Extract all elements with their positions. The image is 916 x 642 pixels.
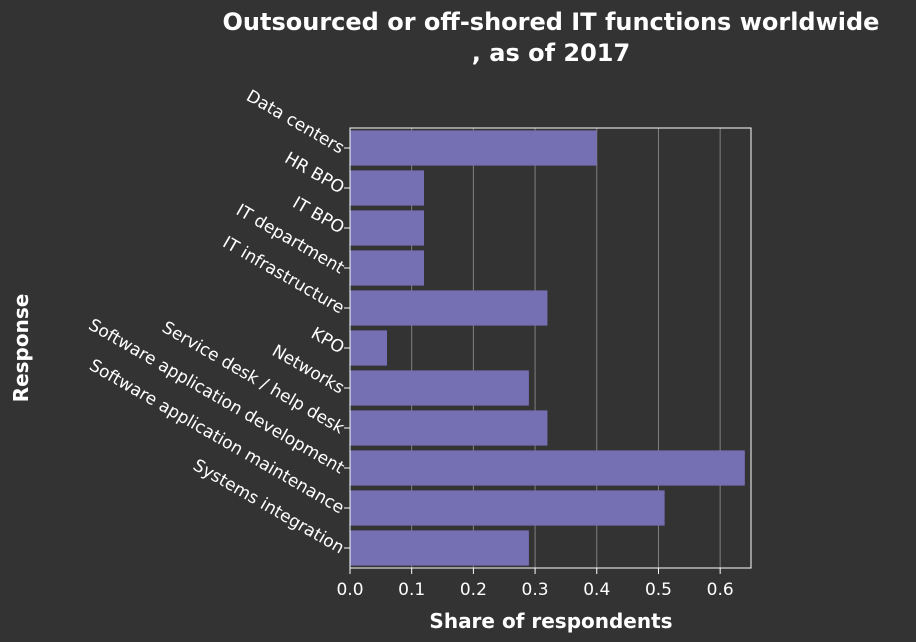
x-tick-label: 0.6 [707, 580, 734, 600]
bar [350, 530, 529, 566]
bar [350, 490, 665, 526]
bar [350, 290, 548, 326]
bar [350, 370, 529, 406]
x-tick-label: 0.5 [645, 580, 672, 600]
x-tick-label: 0.0 [336, 580, 363, 600]
x-axis-ticks: 0.0 0.1 0.2 0.3 0.4 0.5 0.6 [336, 568, 734, 600]
x-tick-label: 0.2 [460, 580, 487, 600]
bar [350, 210, 425, 246]
bar [350, 170, 425, 206]
x-tick-label: 0.3 [522, 580, 549, 600]
y-tick-label: KPO [307, 324, 347, 359]
y-axis-title: Response [9, 294, 33, 403]
bar [350, 450, 745, 486]
y-tick-label: Data centers [243, 86, 348, 158]
x-tick-label: 0.4 [583, 580, 610, 600]
bar [350, 250, 425, 286]
bars [350, 130, 745, 566]
chart-title-line-2: , as of 2017 [472, 39, 630, 67]
bar [350, 410, 548, 446]
chart-title-line-1: Outsourced or off-shored IT functions wo… [223, 8, 880, 36]
bar [350, 330, 388, 366]
bar [350, 130, 597, 166]
x-axis-title: Share of respondents [429, 609, 672, 633]
x-tick-label: 0.1 [398, 580, 425, 600]
